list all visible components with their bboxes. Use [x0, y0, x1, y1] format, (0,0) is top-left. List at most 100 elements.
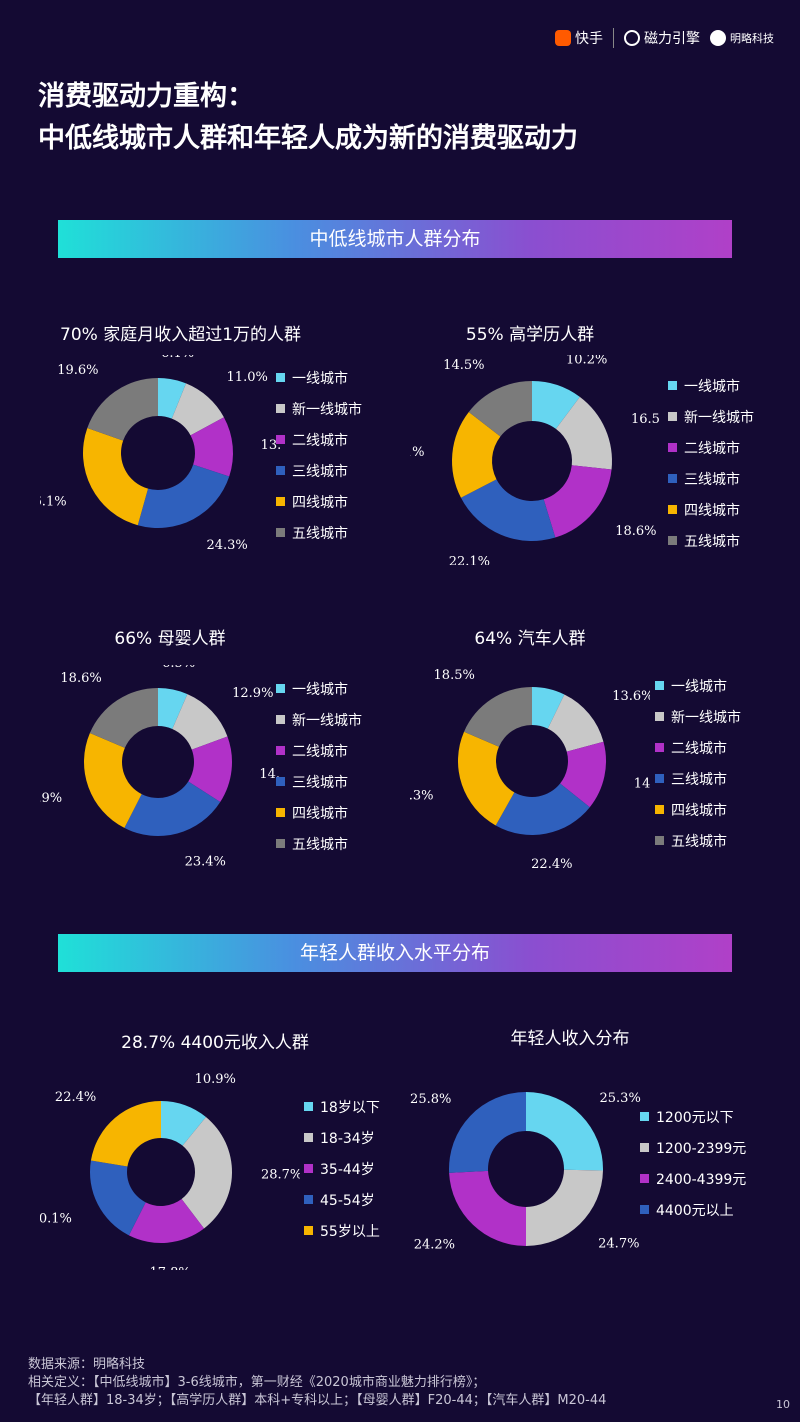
chart-title-4400-income: 28.7% 4400元收入人群: [121, 1033, 309, 1053]
legend-item: 一线城市: [276, 673, 362, 704]
data-label: 24.7%: [598, 1237, 639, 1252]
legend-label: 一线城市: [671, 678, 727, 695]
legend-swatch: [655, 805, 664, 814]
donut-chart-4400-income: 10.9% 28.7% 17.8% 20.1% 22.4%: [40, 1072, 300, 1270]
data-label: 25.3%: [600, 1091, 641, 1106]
data-label: 13.0%: [261, 438, 280, 453]
legend-swatch: [640, 1205, 649, 1214]
legend-item: 四线城市: [655, 794, 741, 825]
donut-slice-4: [460, 479, 556, 541]
legend-swatch: [304, 1226, 313, 1235]
page-title-line2: 中低线城市人群和年轻人成为新的消费驱动力: [38, 123, 578, 154]
legend-item: 五线城市: [276, 828, 362, 859]
donut-chart-maternal: 6.5% 12.9% 14.7% 23.4% 23.9% 18.6%: [40, 665, 280, 869]
data-label: 23.4%: [185, 854, 226, 869]
donut-slice-3: [543, 465, 612, 538]
legend-label: 三线城市: [684, 471, 740, 488]
chart-title-youth-income: 年轻人收入分布: [510, 1029, 630, 1049]
data-label: 6.1%: [161, 355, 194, 361]
legend-swatch: [276, 684, 285, 693]
data-label: 25.8%: [410, 1092, 451, 1107]
legend-swatch: [304, 1133, 313, 1142]
data-label: 19.6%: [57, 363, 98, 378]
legend-label: 二线城市: [292, 743, 348, 760]
legend-item: 二线城市: [668, 432, 754, 463]
data-label: 26.1%: [40, 494, 67, 509]
donut-slice-2: [547, 694, 604, 752]
legend-swatch: [668, 412, 677, 421]
data-label: 17.8%: [149, 1266, 190, 1270]
legend-label: 55岁以上: [320, 1223, 380, 1240]
donut-slice-5: [458, 731, 515, 826]
donut-chart-youth-income: 25.3% 24.7% 24.2% 25.8%: [410, 1091, 641, 1253]
legend-youth-income: 1200元以下 1200-2399元 2400-4399元 4400元以上: [640, 1101, 746, 1225]
chart-title-auto: 64% 汽车人群: [474, 629, 586, 649]
data-label: 7.2%: [539, 665, 572, 669]
data-label: 18.6%: [615, 524, 656, 539]
data-label: 14.9%: [634, 776, 650, 791]
legend-label: 新一线城市: [684, 409, 754, 426]
legend-maternal: 一线城市 新一线城市 二线城市 三线城市 四线城市 五线城市: [276, 673, 362, 859]
page-number: 10: [776, 1398, 790, 1411]
legend-high-education: 一线城市 新一线城市 二线城市 三线城市 四线城市 五线城市: [668, 370, 754, 556]
legend-high-income: 一线城市 新一线城市 二线城市 三线城市 四线城市 五线城市: [276, 362, 362, 548]
logo-divider: [613, 28, 614, 48]
donut-slice-1: [532, 381, 580, 429]
data-label: 28.7%: [261, 1168, 300, 1183]
donut-slice-2: [172, 694, 228, 750]
donut-slice-1: [532, 687, 565, 729]
footer-source: 数据来源：明略科技 相关定义：【中低线城市】3-6线城市，第一财经《2020城市…: [28, 1356, 606, 1410]
donut-slice-3: [449, 1170, 526, 1246]
legend-item: 三线城市: [655, 763, 741, 794]
legend-item: 新一线城市: [668, 401, 754, 432]
legend-item: 新一线城市: [655, 701, 741, 732]
legend-swatch: [276, 435, 285, 444]
cili-engine-logo-icon: [624, 30, 640, 46]
legend-item: 四线城市: [276, 797, 362, 828]
legend-swatch: [668, 381, 677, 390]
legend-item: 新一线城市: [276, 393, 362, 424]
legend-item: 四线城市: [668, 494, 754, 525]
donut-slice-4: [495, 783, 590, 835]
data-label: 23.9%: [40, 791, 62, 806]
legend-label: 18岁以下: [320, 1099, 380, 1116]
cili-engine-logo: 磁力引擎: [624, 28, 700, 48]
legend-swatch: [655, 743, 664, 752]
legend-label: 二线城市: [671, 740, 727, 757]
legend-swatch: [276, 373, 285, 382]
legend-swatch: [655, 836, 664, 845]
legend-label: 一线城市: [292, 370, 348, 387]
legend-swatch: [276, 746, 285, 755]
legend-swatch: [276, 808, 285, 817]
legend-item: 35-44岁: [304, 1153, 380, 1184]
donut-slice-2: [181, 1117, 232, 1229]
legend-swatch: [640, 1143, 649, 1152]
legend-item: 一线城市: [668, 370, 754, 401]
data-label: 24.3%: [206, 538, 247, 553]
kuaishou-logo-icon: [555, 30, 571, 46]
legend-label: 4400元以上: [656, 1202, 734, 1219]
data-label: 23.3%: [410, 788, 433, 803]
legend-swatch: [276, 528, 285, 537]
legend-swatch: [304, 1195, 313, 1204]
data-label: 18.6%: [60, 671, 101, 686]
legend-swatch: [640, 1174, 649, 1183]
legend-label: 45-54岁: [320, 1192, 375, 1209]
legend-label: 35-44岁: [320, 1161, 375, 1178]
donut-chart-auto: 7.2% 13.6% 14.9% 22.4% 23.3% 18.5%: [410, 665, 650, 870]
legend-label: 四线城市: [684, 502, 740, 519]
data-label: 24.2%: [414, 1238, 455, 1253]
data-label: 14.7%: [259, 767, 280, 782]
legend-label: 二线城市: [684, 440, 740, 457]
mininglamp-logo-icon: [710, 30, 726, 46]
legend-label: 新一线城市: [671, 709, 741, 726]
legend-swatch: [655, 712, 664, 721]
legend-item: 五线城市: [276, 517, 362, 548]
legend-item: 三线城市: [668, 463, 754, 494]
data-label: 22.1%: [449, 555, 490, 565]
legend-item: 五线城市: [655, 825, 741, 856]
data-label: 14.5%: [443, 358, 484, 373]
legend-item: 三线城市: [276, 455, 362, 486]
data-label: 18.1%: [410, 445, 424, 460]
legend-item: 1200-2399元: [640, 1132, 746, 1163]
